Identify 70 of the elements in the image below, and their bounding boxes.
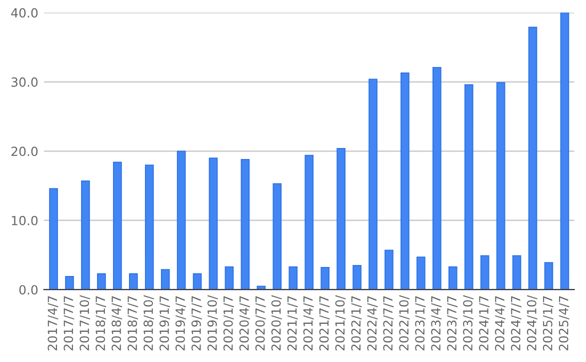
bar (240, 159, 250, 290)
x-tick-label: 2020/4/7 (239, 296, 250, 350)
x-tick-label: 2017/10/ (80, 295, 90, 350)
bar (496, 82, 506, 290)
x-tick-label: 2021/4/7 (303, 296, 314, 350)
y-tick-label: 20.0 (11, 146, 38, 156)
bar (128, 273, 138, 290)
x-tick-label: 2019/10/ (207, 295, 218, 350)
bar (224, 266, 234, 290)
x-tick-label: 2020/10/ (271, 295, 282, 350)
bar (192, 273, 202, 290)
bar (448, 266, 458, 290)
x-tick-label: 2022/10/ (399, 295, 410, 350)
x-tick-label: 2020/7/7 (255, 296, 266, 350)
y-tick-label: 40.0 (11, 8, 38, 18)
bar (544, 262, 554, 290)
x-tick-label: 2021/7/7 (319, 296, 330, 350)
x-tick-label: 2022/1/7 (351, 296, 362, 350)
bar (336, 148, 346, 290)
x-tick-label: 2023/1/7 (415, 296, 426, 350)
x-tick-label: 2023/4/7 (431, 296, 442, 350)
y-tick-label: 0.0 (19, 285, 38, 295)
x-tick-label: 2018/10/ (144, 295, 154, 350)
x-tick-label: 2025/4/7 (558, 296, 570, 350)
x-tick-label: 2024/7/7 (510, 296, 522, 350)
x-tick-label: 2022/4/7 (367, 296, 378, 350)
bar (208, 158, 218, 290)
x-tick-label: 2019/7/7 (191, 296, 202, 350)
x-tick-label: 2020/1/7 (223, 296, 234, 350)
bar (160, 269, 170, 290)
bar (113, 162, 122, 290)
x-tick-label: 2019/4/7 (175, 296, 186, 350)
bar (320, 267, 330, 290)
x-tick-label: 2024/1/7 (479, 296, 490, 350)
bar (384, 250, 394, 290)
bar (416, 256, 426, 290)
bar (144, 164, 154, 290)
bar (432, 66, 442, 290)
x-tick-label: 2019/1/7 (160, 296, 170, 350)
bar (81, 180, 90, 290)
x-tick-label: 2024/4/7 (494, 296, 506, 350)
bar (464, 84, 474, 290)
x-tick-label: 2022/7/7 (383, 296, 394, 350)
x-tick-label: 2017/4/7 (48, 296, 58, 350)
bar (368, 78, 378, 290)
bar (400, 72, 410, 290)
x-tick-label: 2021/10/ (335, 295, 346, 350)
x-tick-label: 2023/10/ (463, 295, 474, 350)
x-tick-label: 2023/7/7 (447, 296, 458, 350)
x-tick-label: 2021/1/7 (287, 296, 298, 350)
bar (272, 183, 282, 290)
y-tick-label: 10.0 (12, 216, 38, 226)
bar (480, 255, 490, 290)
bar (65, 276, 74, 290)
bar (560, 12, 570, 290)
bar (352, 264, 362, 290)
x-tick-label: 2025/1/7 (542, 296, 554, 350)
x-tick-label: 2017/7/7 (64, 296, 74, 350)
bar (512, 255, 522, 290)
x-tick-label: 2018/7/7 (128, 296, 138, 350)
bar (288, 266, 298, 290)
x-tick-label: 2024/10/ (526, 295, 538, 350)
bar (528, 26, 538, 290)
bar (97, 273, 106, 290)
x-tick-label: 2018/1/7 (96, 296, 106, 350)
bar (49, 188, 58, 290)
bar (304, 154, 314, 290)
y-tick-label: 30.0 (12, 77, 38, 87)
bar (176, 150, 186, 290)
x-tick-label: 2018/4/7 (112, 296, 122, 350)
